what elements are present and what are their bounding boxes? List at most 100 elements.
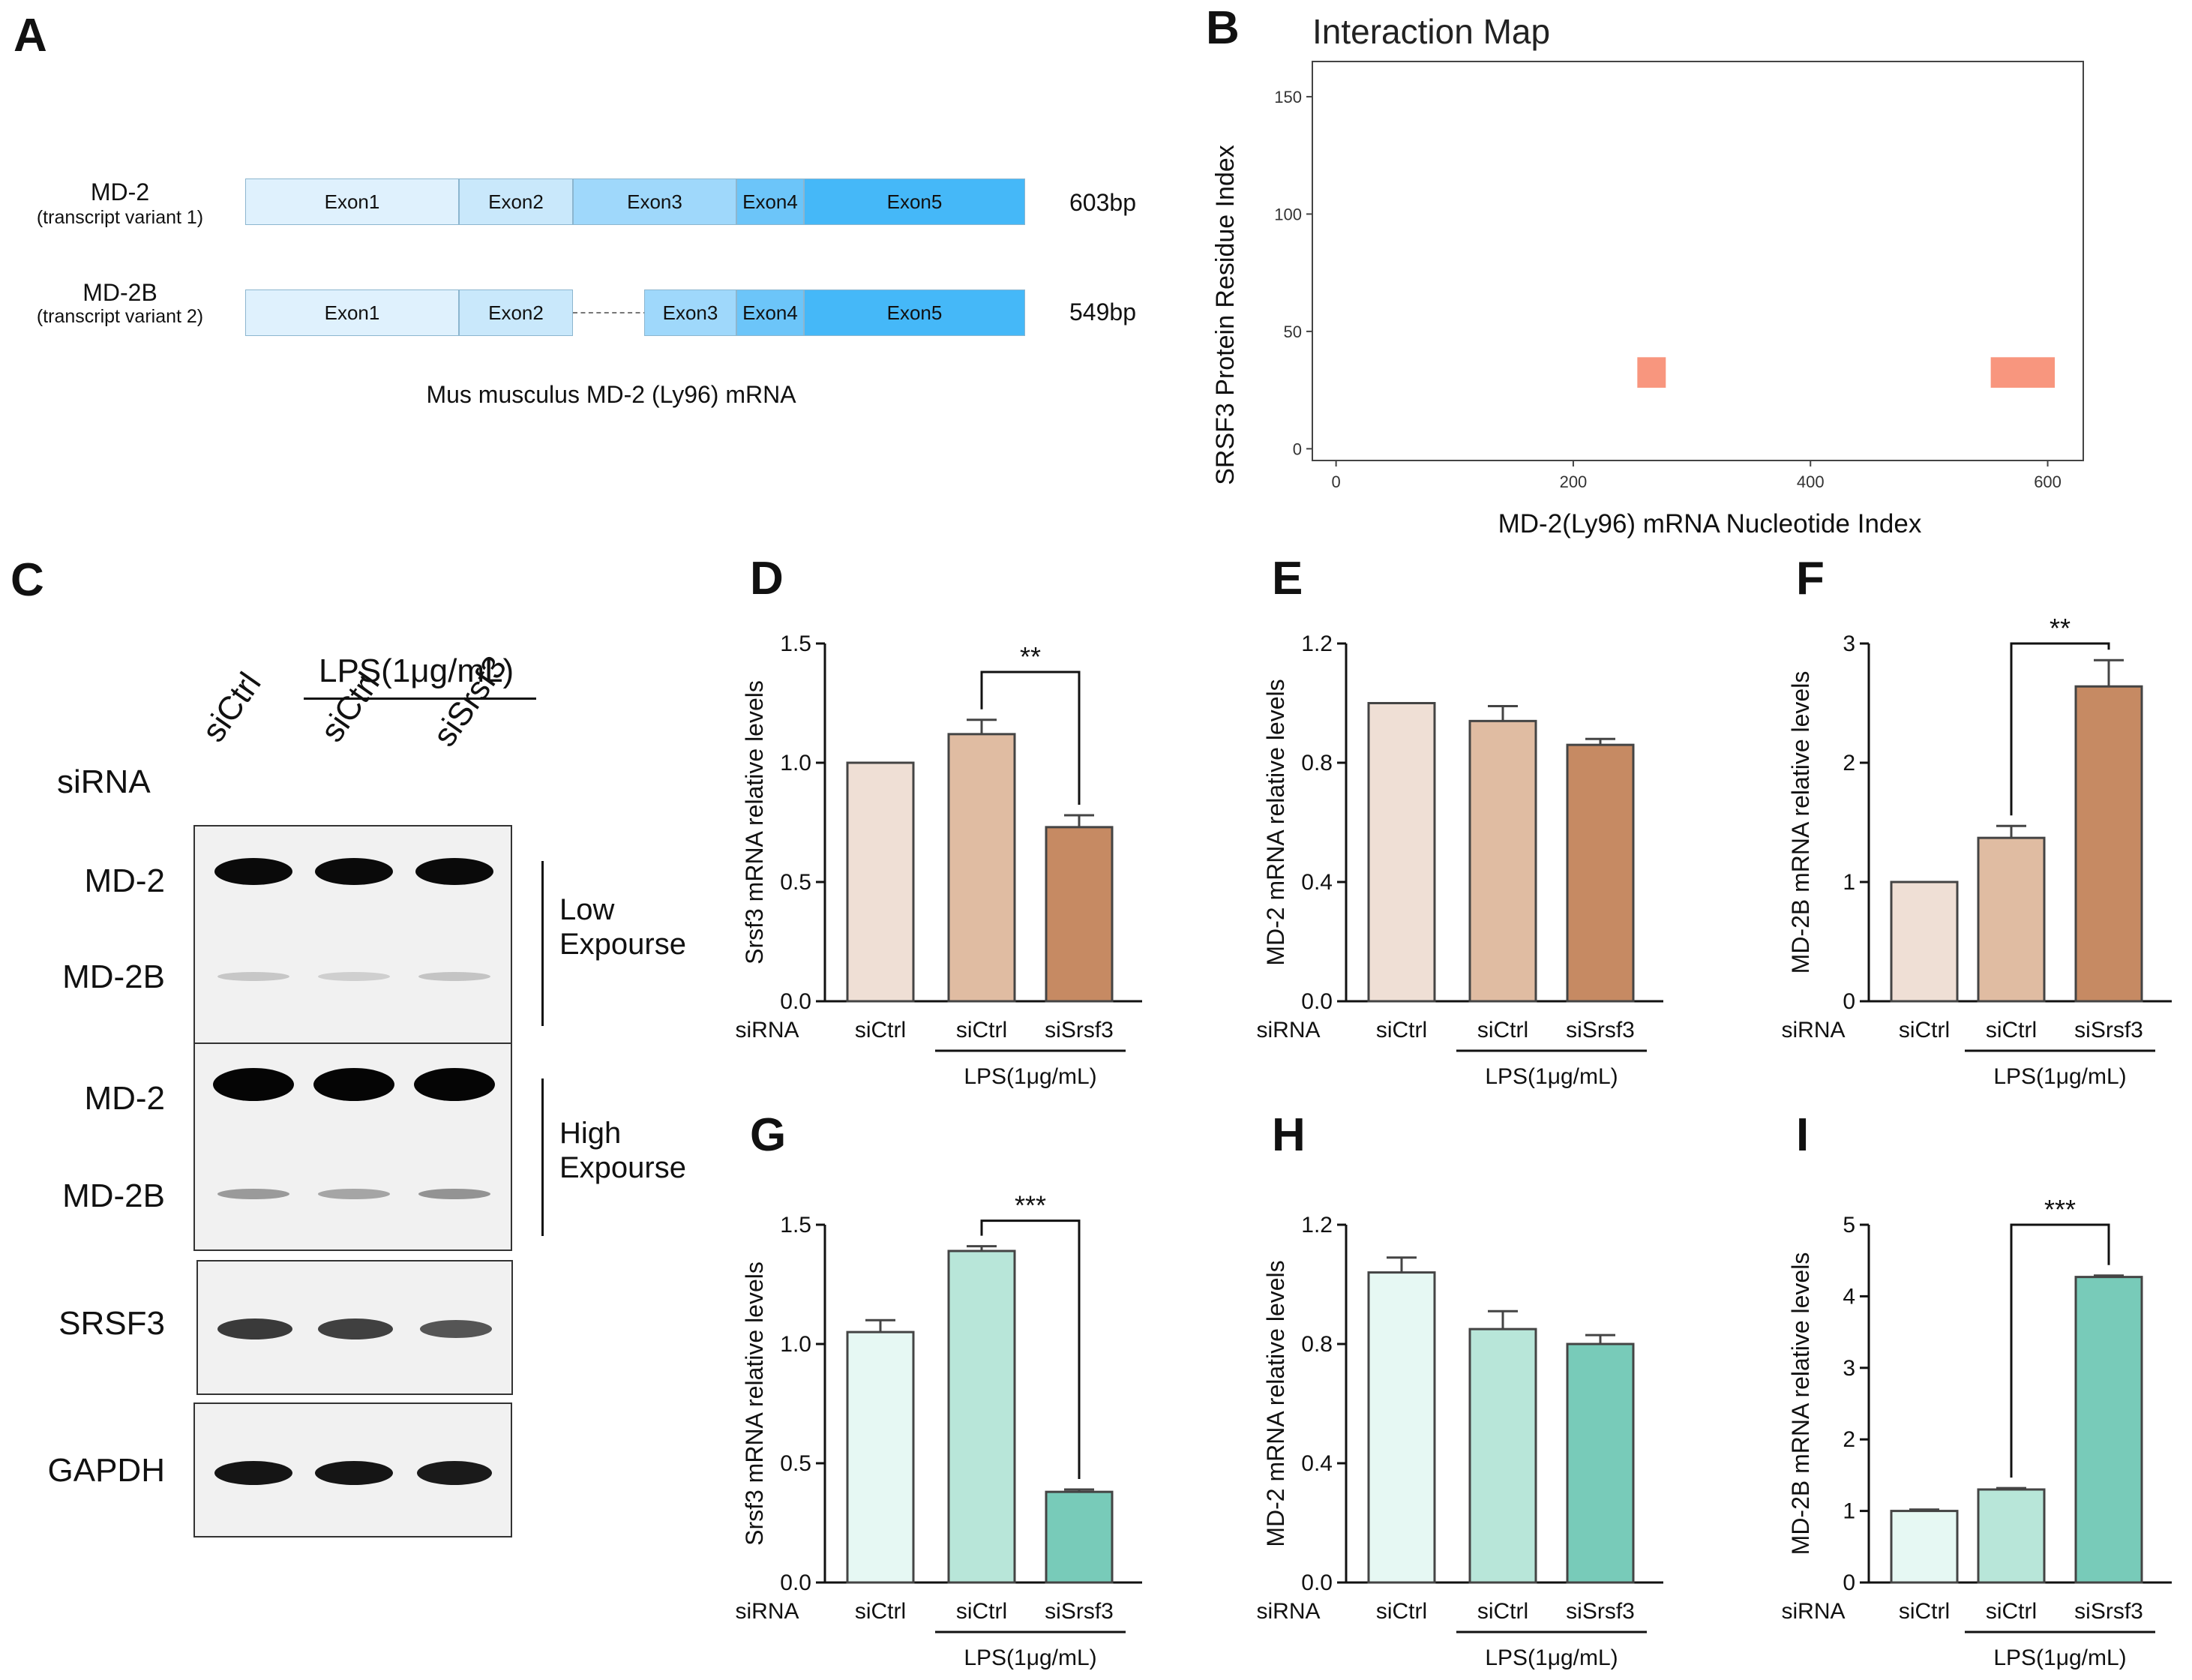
exposure-label-low: Low Expourse — [559, 893, 686, 961]
blot-srsf3 — [196, 1260, 513, 1395]
band — [420, 1320, 492, 1338]
category-label: siCtrl — [1899, 1599, 1950, 1624]
sirna-row-label: siRNA — [1256, 1018, 1320, 1042]
category-label: siCtrl — [1986, 1018, 2037, 1042]
category-label: siSrsf3 — [1045, 1018, 1114, 1042]
sirna-row-label: siRNA — [1256, 1599, 1320, 1624]
significance-label: *** — [2044, 1194, 2076, 1225]
blot-bands — [217, 1318, 492, 1340]
y-tick-label: 100 — [1274, 205, 1302, 224]
bar — [1468, 719, 1537, 1003]
transcript-2-exons: Exon1 Exon2 Exon3 Exon4 Exon5 — [245, 290, 1025, 336]
lps-group-label: LPS(1μg/mL) — [964, 1064, 1096, 1089]
transcript-1-exons: Exon1 Exon2 Exon3 Exon4 Exon5 — [245, 178, 1025, 225]
interaction-region — [1990, 357, 2056, 388]
panel-label-c: C — [10, 554, 44, 606]
y-tick-label: 3 — [1843, 632, 1855, 656]
lps-group-label: LPS(1μg/mL) — [1485, 1646, 1618, 1670]
bar — [1367, 702, 1436, 1003]
band — [315, 1461, 393, 1485]
y-tick-label: 0.5 — [780, 1451, 811, 1476]
blot-label-md2b: MD-2B — [62, 958, 165, 995]
band — [318, 1189, 390, 1199]
bar — [2074, 685, 2143, 1003]
category-label: siCtrl — [1477, 1018, 1528, 1042]
lane-label: siCtrl — [195, 665, 268, 749]
band — [315, 858, 393, 885]
exon-box: Exon1 — [245, 290, 459, 336]
lps-group-label: LPS(1μg/mL) — [1993, 1646, 2126, 1670]
exon-box: Exon2 — [459, 290, 573, 336]
band — [415, 858, 493, 885]
y-tick-label: 0.0 — [780, 1570, 811, 1595]
lps-group-label: LPS(1μg/mL) — [964, 1646, 1096, 1670]
category-label: siSrsf3 — [1566, 1599, 1635, 1624]
category-label: siCtrl — [956, 1018, 1007, 1042]
transcript-2-length: 549bp — [1069, 298, 1136, 326]
y-tick-label: 0.5 — [780, 870, 811, 895]
y-axis-label: MD-2B mRNA relative levels — [1787, 1252, 1814, 1556]
blot-gapdh — [193, 1402, 512, 1538]
sirna-label: siRNA — [57, 764, 151, 800]
panel-label-i: I — [1796, 1109, 1810, 1161]
band — [418, 972, 490, 981]
bar — [947, 733, 1016, 1003]
lps-group-label: LPS(1μg/mL) — [1485, 1064, 1618, 1089]
interaction-region — [1637, 357, 1666, 388]
category-label: siCtrl — [1986, 1599, 2037, 1624]
bar — [846, 1330, 915, 1584]
y-tick-label: 0.0 — [780, 989, 811, 1014]
bar — [1045, 826, 1114, 1003]
bar — [1045, 1490, 1114, 1584]
y-tick-label: 1.2 — [1301, 1213, 1333, 1238]
exon-box: Exon2 — [459, 178, 573, 225]
blot-label-srsf3: SRSF3 — [58, 1305, 165, 1342]
y-tick-label: 4 — [1843, 1284, 1855, 1309]
exon-box: Exon1 — [245, 178, 459, 225]
y-axis-label: MD-2 mRNA relative levels — [1262, 679, 1289, 965]
panel-label-a: A — [13, 10, 47, 62]
exon-box: Exon3 — [644, 290, 736, 336]
significance-bracket — [980, 670, 1081, 805]
bar — [1977, 836, 2046, 1003]
y-tick-label: 0 — [1293, 440, 1302, 458]
category-label: siCtrl — [1376, 1018, 1427, 1042]
y-tick-label: 5 — [1843, 1213, 1855, 1238]
band — [214, 1461, 292, 1485]
western-blot-panel: LPS(1μg/mL) siRNA siCtrl siCtrl siSrsf3 … — [0, 615, 720, 1545]
blot-low-exposure — [193, 825, 512, 1044]
band — [214, 858, 292, 885]
y-tick-label: 0 — [1843, 1570, 1855, 1595]
x-tick-label: 200 — [1560, 472, 1588, 491]
exon-box: Exon5 — [804, 178, 1025, 225]
sirna-row-label: siRNA — [1781, 1599, 1845, 1624]
exon-box: Exon4 — [736, 290, 804, 336]
y-tick-label: 150 — [1274, 88, 1302, 106]
exposure-label-high: High Expourse — [559, 1117, 686, 1184]
sirna-row-label: siRNA — [1781, 1018, 1845, 1042]
category-label: siSrsf3 — [2074, 1018, 2143, 1042]
band — [213, 1068, 294, 1101]
significance-bracket — [2010, 1223, 2110, 1478]
bar — [2074, 1276, 2143, 1584]
category-label: siCtrl — [855, 1599, 906, 1624]
y-tick-label: 0.8 — [1301, 1332, 1333, 1357]
y-tick-label: 1 — [1843, 870, 1855, 895]
blot-high-exposure — [193, 1042, 512, 1251]
bar — [1977, 1488, 2046, 1584]
spliced-gap-line — [573, 312, 648, 314]
panel-a-title: Mus musculus MD-2 (Ly96) mRNA — [426, 381, 796, 408]
category-label: siCtrl — [1477, 1599, 1528, 1624]
bar — [947, 1250, 1016, 1584]
y-axis-label: SRSF3 Protein Residue Index — [1211, 145, 1240, 485]
y-tick-label: 0.8 — [1301, 751, 1333, 776]
panel-label-h: H — [1272, 1109, 1306, 1161]
y-tick-label: 1.2 — [1301, 632, 1333, 656]
y-tick-label: 1.0 — [780, 1332, 811, 1357]
y-axis-label: MD-2B mRNA relative levels — [1787, 671, 1814, 974]
y-axis-label: Srsf3 mRNA relative levels — [741, 680, 768, 964]
blot-label-md2: MD-2 — [84, 862, 165, 899]
blot-bands — [214, 858, 493, 981]
significance-bracket — [980, 1220, 1081, 1479]
band — [318, 972, 390, 981]
